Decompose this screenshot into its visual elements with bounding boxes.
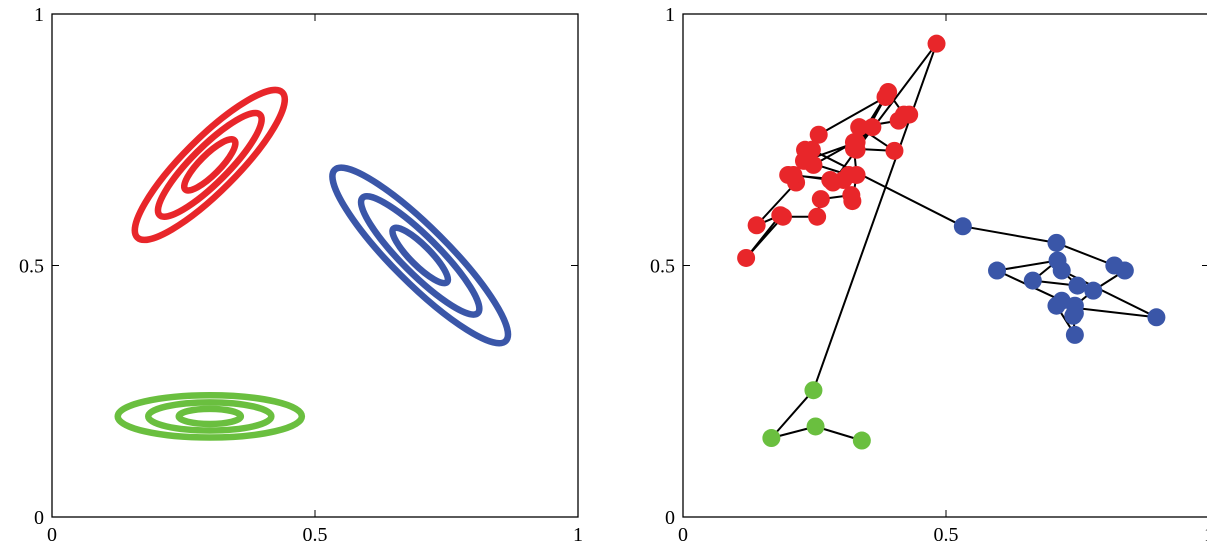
- data-point: [1147, 308, 1166, 327]
- data-point: [1048, 251, 1067, 270]
- data-point: [773, 207, 792, 226]
- data-point: [1084, 281, 1103, 300]
- x-tick-label: 0.5: [303, 524, 328, 546]
- x-tick-label: 0: [47, 524, 57, 546]
- data-point: [811, 190, 830, 209]
- y-tick-label: 0: [665, 507, 675, 529]
- data-point: [1052, 291, 1071, 310]
- data-point: [809, 125, 828, 144]
- data-point: [1047, 233, 1066, 252]
- data-point: [953, 217, 972, 236]
- data-point: [1115, 261, 1134, 280]
- data-point: [852, 431, 871, 450]
- data-point: [1065, 325, 1084, 344]
- contour-ring: [131, 86, 288, 244]
- scatter-panel: 00 0.5 0.5 1 1: [650, 4, 1207, 546]
- data-point: [1065, 304, 1084, 323]
- x-tick-label: 1: [573, 524, 583, 546]
- y-tick-label: 0.5: [650, 256, 675, 278]
- data-point: [843, 192, 862, 211]
- y-tick-label: 1: [34, 4, 44, 26]
- contour-ring: [114, 392, 306, 441]
- contour-ring: [180, 136, 239, 194]
- contour-ring: [145, 399, 275, 434]
- data-point: [863, 118, 882, 137]
- contour-ring: [357, 193, 483, 318]
- data-point: [850, 118, 869, 137]
- x-tick-label: 1: [1204, 524, 1207, 546]
- data-point: [762, 429, 781, 448]
- data-point: [1068, 276, 1087, 295]
- data-point: [927, 34, 946, 53]
- data-point: [847, 133, 866, 152]
- axes-frame: [51, 13, 579, 518]
- data-point: [806, 417, 825, 436]
- data-point: [784, 165, 803, 184]
- x-tick-label: 0: [678, 524, 688, 546]
- trajectory-line: [745, 42, 1158, 442]
- data-point: [747, 216, 766, 235]
- data-point: [808, 207, 827, 226]
- contour-ring: [154, 109, 265, 220]
- data-point: [802, 140, 821, 159]
- contour-ring: [329, 164, 512, 347]
- data-point: [804, 381, 823, 400]
- contour-ring: [389, 224, 452, 287]
- data-point: [839, 165, 858, 184]
- data-point: [879, 82, 898, 101]
- data-point: [885, 141, 904, 160]
- data-point: [1023, 271, 1042, 290]
- data-point: [737, 248, 756, 267]
- y-tick-label: 0.5: [19, 256, 44, 278]
- data-point: [988, 261, 1007, 280]
- y-tick-label: 1: [665, 4, 675, 26]
- contour-ring: [175, 405, 245, 428]
- contour-panel: 00 0.5 0.5 1 1: [19, 4, 583, 546]
- y-tick-label: 0: [34, 507, 44, 529]
- data-point: [821, 170, 840, 189]
- data-point: [894, 105, 913, 124]
- x-tick-label: 0.5: [934, 524, 959, 546]
